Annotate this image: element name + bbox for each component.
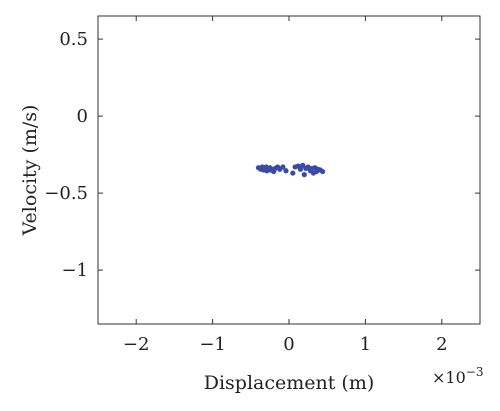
x-tick-label: −2	[123, 334, 150, 355]
data-point	[301, 172, 307, 178]
data-point	[297, 166, 304, 172]
y-tick-label: 0	[77, 106, 88, 127]
y-tick-label: −1	[61, 260, 88, 281]
plot-frame	[97, 15, 481, 325]
x-axis-ticks: −2 −1 0 1 2	[123, 16, 448, 355]
x-axis-exponent: ×10−3	[432, 365, 483, 387]
x-tick-label: 1	[360, 334, 371, 355]
y-tick-label: −0.5	[44, 183, 88, 204]
x-tick-label: 2	[436, 334, 447, 355]
x-tick-label: −1	[199, 334, 226, 355]
x-axis-label: Displacement (m)	[204, 372, 375, 394]
x-tick-label: 0	[283, 334, 294, 355]
data-point	[280, 164, 286, 170]
data-point	[320, 168, 326, 175]
plot-area	[97, 15, 481, 325]
y-axis-label: Velocity (m/s)	[19, 105, 41, 237]
y-axis-ticks: 0.5 0 −0.5 −1	[44, 29, 480, 281]
x-axis-exponent-power: −3	[466, 365, 484, 379]
data-points	[255, 162, 326, 178]
x-axis-exponent-base: ×10	[432, 368, 466, 387]
data-point	[283, 168, 289, 174]
data-point	[290, 170, 296, 176]
y-tick-label: 0.5	[59, 29, 88, 50]
